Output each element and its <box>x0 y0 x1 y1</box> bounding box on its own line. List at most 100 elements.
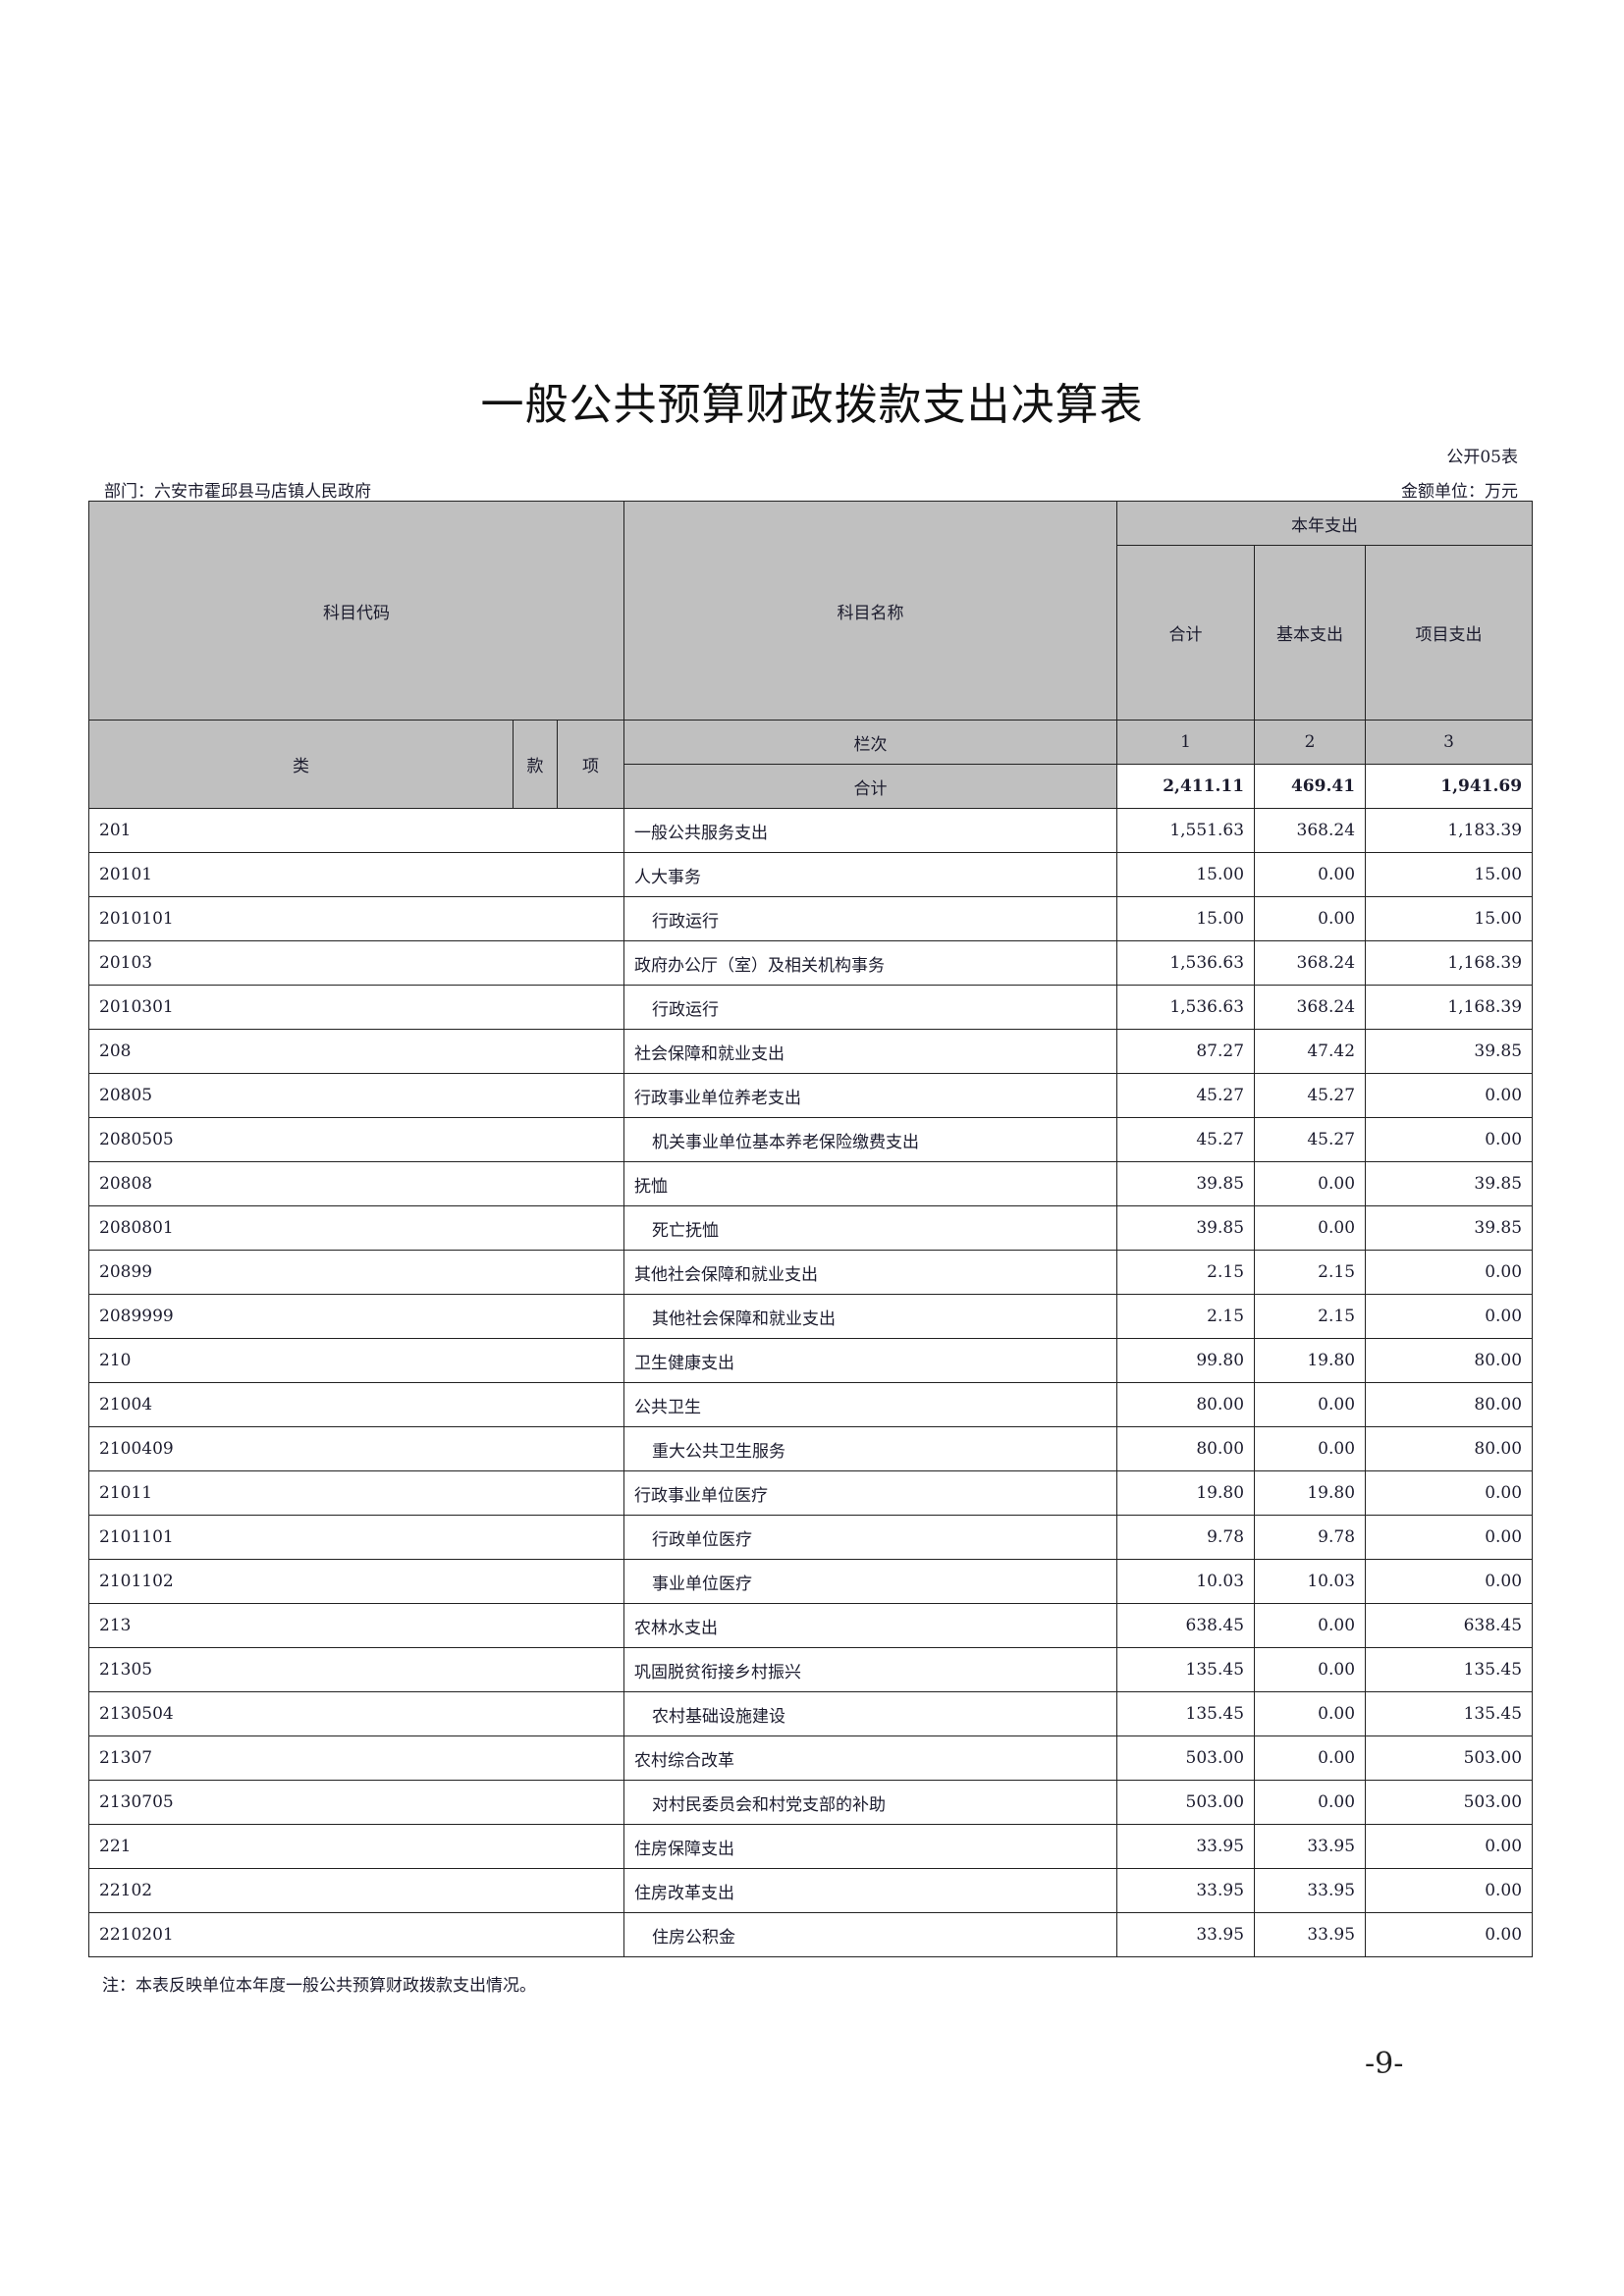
sum-basic: 469.41 <box>1254 764 1367 809</box>
row-basic: 47.42 <box>1254 1029 1367 1074</box>
row-project: 135.45 <box>1365 1691 1534 1736</box>
table-row: 221 住房保障支出 33.95 33.95 0.00 <box>87 1824 1534 1869</box>
row-code: 21305 <box>87 1647 625 1692</box>
row-project: 39.85 <box>1365 1161 1534 1206</box>
sum-total: 2,411.11 <box>1116 764 1256 809</box>
row-code: 2080801 <box>87 1205 625 1251</box>
table-row: 2080801 死亡抚恤 39.85 0.00 39.85 <box>87 1205 1534 1251</box>
row-basic: 0.00 <box>1254 1426 1367 1471</box>
row-name: 住房改革支出 <box>623 1868 1118 1913</box>
row-total: 99.80 <box>1116 1338 1256 1383</box>
row-project: 638.45 <box>1365 1603 1534 1648</box>
row-code: 2080505 <box>87 1117 625 1162</box>
row-basic: 19.80 <box>1254 1338 1367 1383</box>
row-project: 0.00 <box>1365 1912 1534 1957</box>
table-row: 21307 农村综合改革 503.00 0.00 503.00 <box>87 1735 1534 1781</box>
row-total: 1,536.63 <box>1116 940 1256 986</box>
row-basic: 33.95 <box>1254 1824 1367 1869</box>
row-code: 2101101 <box>87 1515 625 1560</box>
row-total: 135.45 <box>1116 1647 1256 1692</box>
col-index-1: 1 <box>1116 720 1256 765</box>
header-xiang: 项 <box>556 720 625 809</box>
amount-unit-label: 金额单位：万元 <box>1401 482 1518 502</box>
header-column-index: 栏次 <box>623 720 1118 765</box>
department-label: 部门：六安市霍邱县马店镇人民政府 <box>104 482 371 502</box>
row-code: 2010301 <box>87 985 625 1030</box>
row-basic: 368.24 <box>1254 940 1367 986</box>
row-code: 20805 <box>87 1073 625 1118</box>
row-total: 87.27 <box>1116 1029 1256 1074</box>
row-total: 1,536.63 <box>1116 985 1256 1030</box>
row-project: 1,183.39 <box>1365 808 1534 853</box>
table-row: 20805 行政事业单位养老支出 45.27 45.27 0.00 <box>87 1073 1534 1118</box>
row-name: 行政事业单位养老支出 <box>623 1073 1118 1118</box>
row-total: 45.27 <box>1116 1117 1256 1162</box>
row-name: 住房保障支出 <box>623 1824 1118 1869</box>
header-project: 项目支出 <box>1365 545 1534 721</box>
table-row: 21305 巩固脱贫衔接乡村振兴 135.45 0.00 135.45 <box>87 1647 1534 1692</box>
row-code: 22102 <box>87 1868 625 1913</box>
row-code: 20899 <box>87 1250 625 1295</box>
row-total: 1,551.63 <box>1116 808 1256 853</box>
row-total: 80.00 <box>1116 1426 1256 1471</box>
footnote: 注：本表反映单位本年度一般公共预算财政拨款支出情况。 <box>102 1976 536 1996</box>
row-code: 2130705 <box>87 1780 625 1825</box>
row-basic: 0.00 <box>1254 896 1367 941</box>
row-code: 2100409 <box>87 1426 625 1471</box>
row-name: 抚恤 <box>623 1161 1118 1206</box>
row-project: 15.00 <box>1365 852 1534 897</box>
row-project: 39.85 <box>1365 1205 1534 1251</box>
row-basic: 0.00 <box>1254 1780 1367 1825</box>
table-row: 2010101 行政运行 15.00 0.00 15.00 <box>87 896 1534 941</box>
row-name: 死亡抚恤 <box>623 1205 1118 1251</box>
row-code: 210 <box>87 1338 625 1383</box>
row-code: 21307 <box>87 1735 625 1781</box>
header-current-year: 本年支出 <box>1116 501 1534 546</box>
row-total: 80.00 <box>1116 1382 1256 1427</box>
row-name: 社会保障和就业支出 <box>623 1029 1118 1074</box>
row-project: 0.00 <box>1365 1117 1534 1162</box>
table-row: 2101101 行政单位医疗 9.78 9.78 0.00 <box>87 1515 1534 1560</box>
table-row: 2010301 行政运行 1,536.63 368.24 1,168.39 <box>87 985 1534 1030</box>
row-basic: 0.00 <box>1254 852 1367 897</box>
row-total: 10.03 <box>1116 1559 1256 1604</box>
table-row: 20103 政府办公厅（室）及相关机构事务 1,536.63 368.24 1,168.… <box>87 940 1534 986</box>
row-name: 事业单位医疗 <box>623 1559 1118 1604</box>
sum-project: 1,941.69 <box>1365 764 1534 809</box>
row-project: 0.00 <box>1365 1073 1534 1118</box>
row-code: 20103 <box>87 940 625 986</box>
row-total: 135.45 <box>1116 1691 1256 1736</box>
row-code: 20808 <box>87 1161 625 1206</box>
table-row: 2080505 机关事业单位基本养老保险缴费支出 45.27 45.27 0.00 <box>87 1117 1534 1162</box>
row-total: 15.00 <box>1116 852 1256 897</box>
row-name: 重大公共卫生服务 <box>623 1426 1118 1471</box>
row-project: 503.00 <box>1365 1735 1534 1781</box>
row-total: 2.15 <box>1116 1294 1256 1339</box>
row-basic: 45.27 <box>1254 1073 1367 1118</box>
col-index-2: 2 <box>1254 720 1367 765</box>
sum-label: 合计 <box>623 764 1118 809</box>
row-name: 农村基础设施建设 <box>623 1691 1118 1736</box>
row-code: 208 <box>87 1029 625 1074</box>
row-code: 2010101 <box>87 896 625 941</box>
row-code: 21011 <box>87 1470 625 1516</box>
row-name: 巩固脱贫衔接乡村振兴 <box>623 1647 1118 1692</box>
row-basic: 33.95 <box>1254 1868 1367 1913</box>
row-name: 机关事业单位基本养老保险缴费支出 <box>623 1117 1118 1162</box>
table-row: 213 农林水支出 638.45 0.00 638.45 <box>87 1603 1534 1648</box>
row-basic: 10.03 <box>1254 1559 1367 1604</box>
row-name: 政府办公厅（室）及相关机构事务 <box>623 940 1118 986</box>
table-row: 21011 行政事业单位医疗 19.80 19.80 0.00 <box>87 1470 1534 1516</box>
row-code: 20101 <box>87 852 625 897</box>
table-row: 22102 住房改革支出 33.95 33.95 0.00 <box>87 1868 1534 1913</box>
table-row: 210 卫生健康支出 99.80 19.80 80.00 <box>87 1338 1534 1383</box>
row-code: 213 <box>87 1603 625 1648</box>
row-name: 行政事业单位医疗 <box>623 1470 1118 1516</box>
row-basic: 2.15 <box>1254 1250 1367 1295</box>
row-project: 80.00 <box>1365 1382 1534 1427</box>
row-name: 其他社会保障和就业支出 <box>623 1250 1118 1295</box>
header-name: 科目名称 <box>623 501 1118 721</box>
row-name: 行政单位医疗 <box>623 1515 1118 1560</box>
row-code: 2089999 <box>87 1294 625 1339</box>
row-basic: 0.00 <box>1254 1735 1367 1781</box>
